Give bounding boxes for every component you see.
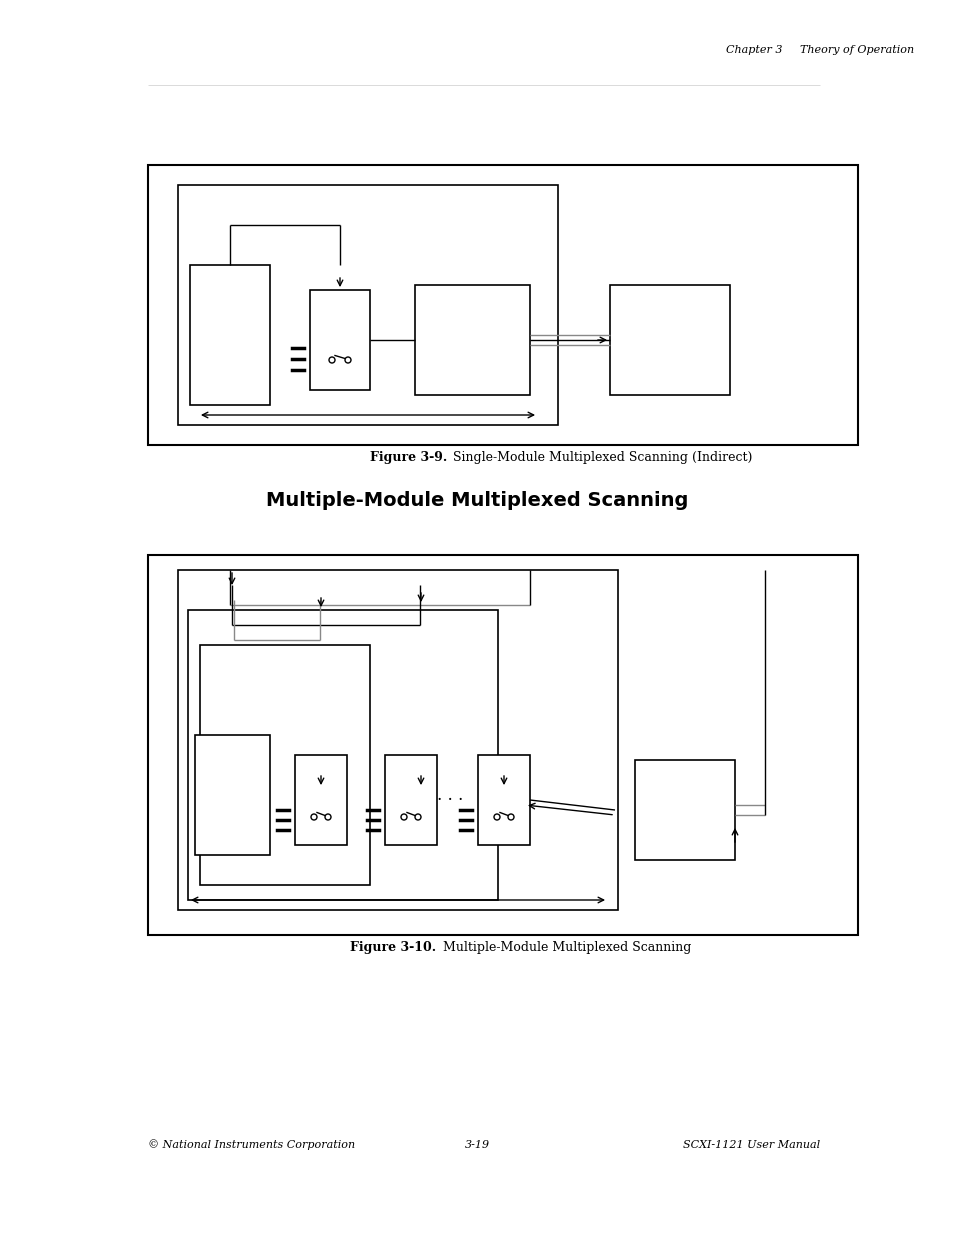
Bar	[294, 755, 347, 845]
Text: Multiple-Module Multiplexed Scanning: Multiple-Module Multiplexed Scanning	[266, 490, 687, 510]
Bar	[148, 555, 857, 935]
Text: Figure 3-10.: Figure 3-10.	[350, 941, 436, 953]
Bar	[200, 645, 370, 885]
Bar	[477, 755, 530, 845]
Bar	[178, 185, 558, 425]
Bar	[635, 760, 734, 860]
Text: 3-19: 3-19	[464, 1140, 489, 1150]
Bar	[609, 285, 729, 395]
Bar	[190, 266, 270, 405]
Text: Figure 3-9.: Figure 3-9.	[370, 451, 447, 463]
Text: © National Instruments Corporation: © National Instruments Corporation	[148, 1140, 355, 1150]
Bar	[415, 285, 530, 395]
Bar	[194, 735, 270, 855]
Bar	[148, 165, 857, 445]
Text: . . .: . . .	[436, 787, 462, 804]
Bar	[310, 290, 370, 390]
Text: Single-Module Multiplexed Scanning (Indirect): Single-Module Multiplexed Scanning (Indi…	[444, 451, 752, 463]
Text: SCXI-1121 User Manual: SCXI-1121 User Manual	[682, 1140, 820, 1150]
Bar	[188, 610, 497, 900]
Text: Chapter 3     Theory of Operation: Chapter 3 Theory of Operation	[725, 44, 913, 56]
Bar	[385, 755, 436, 845]
Text: Multiple-Module Multiplexed Scanning: Multiple-Module Multiplexed Scanning	[435, 941, 691, 953]
Bar	[178, 571, 618, 910]
